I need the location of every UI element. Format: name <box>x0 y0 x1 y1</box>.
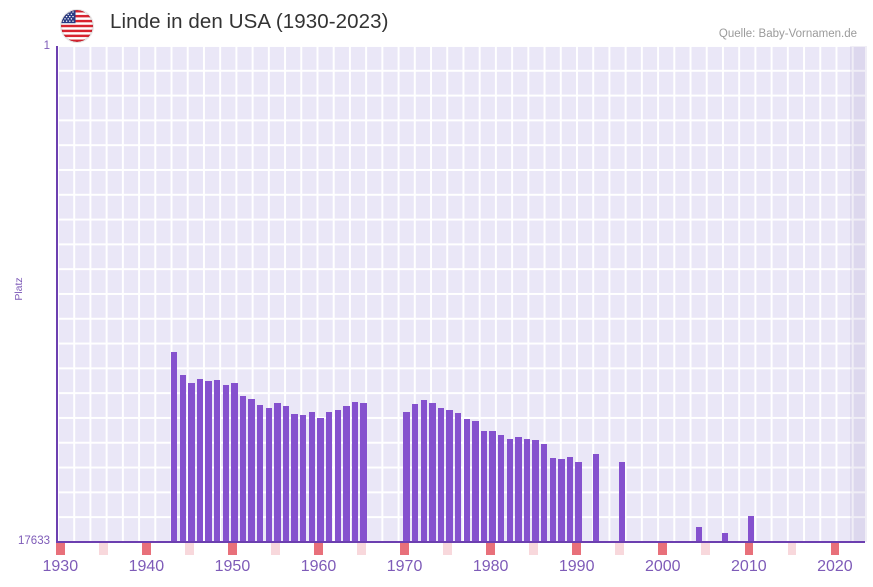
chart-header: Linde in den USA (1930-2023) Quelle: Bab… <box>0 0 873 44</box>
bar-1976[interactable] <box>454 413 462 542</box>
bar-1970[interactable] <box>403 412 410 542</box>
tick-marker-2005 <box>701 543 711 555</box>
bar-1947[interactable] <box>205 381 212 542</box>
source-attribution: Quelle: Baby-Vornamen.de <box>718 28 857 40</box>
x-axis-label-1950: 1950 <box>214 558 251 575</box>
tick-marker-2015 <box>787 543 797 555</box>
bar-1951[interactable] <box>239 396 247 542</box>
bar-1983[interactable] <box>515 437 522 542</box>
bar-1949[interactable] <box>222 385 230 542</box>
tick-marker-1965 <box>357 543 366 555</box>
bar-1948[interactable] <box>214 380 221 542</box>
bar-1985[interactable] <box>532 440 539 542</box>
tick-marker-1995 <box>615 543 624 555</box>
x-axis-label-1990: 1990 <box>558 558 595 575</box>
bar-1946[interactable] <box>196 379 204 542</box>
tick-marker-1950 <box>228 543 237 555</box>
bar-1943[interactable] <box>170 352 178 542</box>
bar-1956[interactable] <box>282 406 290 542</box>
bar-1986[interactable] <box>541 444 548 542</box>
x-axis-label-2020: 2020 <box>817 558 853 575</box>
y-axis-bottom-label: 17633 <box>18 535 50 547</box>
y-axis-title: Platz <box>13 277 25 301</box>
bar-1962[interactable] <box>334 410 341 542</box>
tick-marker-1985 <box>529 543 538 555</box>
tick-marker-1970 <box>400 543 409 555</box>
bar-1959[interactable] <box>308 412 316 542</box>
y-axis-top-label: 1 <box>43 40 50 52</box>
page-title: Linde in den USA (1930-2023) <box>110 10 389 33</box>
x-axis-label-2000: 2000 <box>644 558 681 575</box>
chart-bars <box>58 46 865 542</box>
tick-marker-1975 <box>443 543 452 555</box>
bar-1953[interactable] <box>257 405 264 542</box>
bar-1950[interactable] <box>231 383 238 542</box>
bar-2007[interactable] <box>721 533 729 542</box>
bar-1979[interactable] <box>480 431 488 542</box>
tick-marker-2020 <box>830 543 840 555</box>
bar-1981[interactable] <box>498 435 505 542</box>
bar-1989[interactable] <box>566 457 574 542</box>
bar-1995[interactable] <box>618 462 625 542</box>
tick-marker-1980 <box>486 543 495 555</box>
bar-1975[interactable] <box>446 410 453 542</box>
tick-marker-2010 <box>744 543 754 555</box>
bar-1957[interactable] <box>291 414 298 542</box>
bar-1960[interactable] <box>317 418 324 542</box>
x-axis-label-1960: 1960 <box>300 558 337 575</box>
bar-1977[interactable] <box>463 419 470 542</box>
tick-marker-1930 <box>56 543 65 555</box>
bar-1958[interactable] <box>300 415 307 542</box>
x-axis-tick-markers <box>56 543 865 555</box>
bar-1971[interactable] <box>411 404 419 542</box>
tick-marker-1945 <box>185 543 194 555</box>
x-axis-label-1940: 1940 <box>128 558 165 575</box>
us-flag-icon <box>61 10 93 42</box>
bar-1987[interactable] <box>549 458 557 542</box>
bar-2004[interactable] <box>695 527 703 542</box>
bar-1952[interactable] <box>248 399 255 542</box>
bar-1964[interactable] <box>351 402 359 542</box>
bar-1945[interactable] <box>188 383 195 542</box>
x-axis-label-2010: 2010 <box>731 558 767 575</box>
bar-1980[interactable] <box>489 431 496 542</box>
bar-1963[interactable] <box>343 406 350 542</box>
bar-1954[interactable] <box>265 408 273 542</box>
x-axis-label-1930: 1930 <box>42 558 79 575</box>
bar-1974[interactable] <box>437 408 445 542</box>
bar-1992[interactable] <box>592 454 600 542</box>
bar-1965[interactable] <box>360 403 367 542</box>
tick-marker-2000 <box>658 543 668 555</box>
tick-marker-1940 <box>142 543 151 555</box>
bar-1978[interactable] <box>472 421 479 542</box>
x-axis-label-1980: 1980 <box>472 558 509 575</box>
chart-plot-area <box>56 46 867 542</box>
bar-1984[interactable] <box>523 439 531 542</box>
bar-2010[interactable] <box>747 516 755 542</box>
bar-1982[interactable] <box>506 439 514 542</box>
tick-marker-1990 <box>572 543 581 555</box>
bar-1944[interactable] <box>179 375 186 542</box>
tick-marker-1935 <box>99 543 108 555</box>
tick-marker-1960 <box>314 543 323 555</box>
bar-1988[interactable] <box>558 459 565 542</box>
bar-1961[interactable] <box>325 412 333 542</box>
bar-1955[interactable] <box>274 403 281 542</box>
bar-1973[interactable] <box>429 403 436 542</box>
bar-1990[interactable] <box>575 462 582 542</box>
x-axis-line <box>56 541 865 543</box>
x-axis-label-1970: 1970 <box>386 558 423 575</box>
tick-marker-1955 <box>271 543 280 555</box>
bar-1972[interactable] <box>420 400 427 542</box>
